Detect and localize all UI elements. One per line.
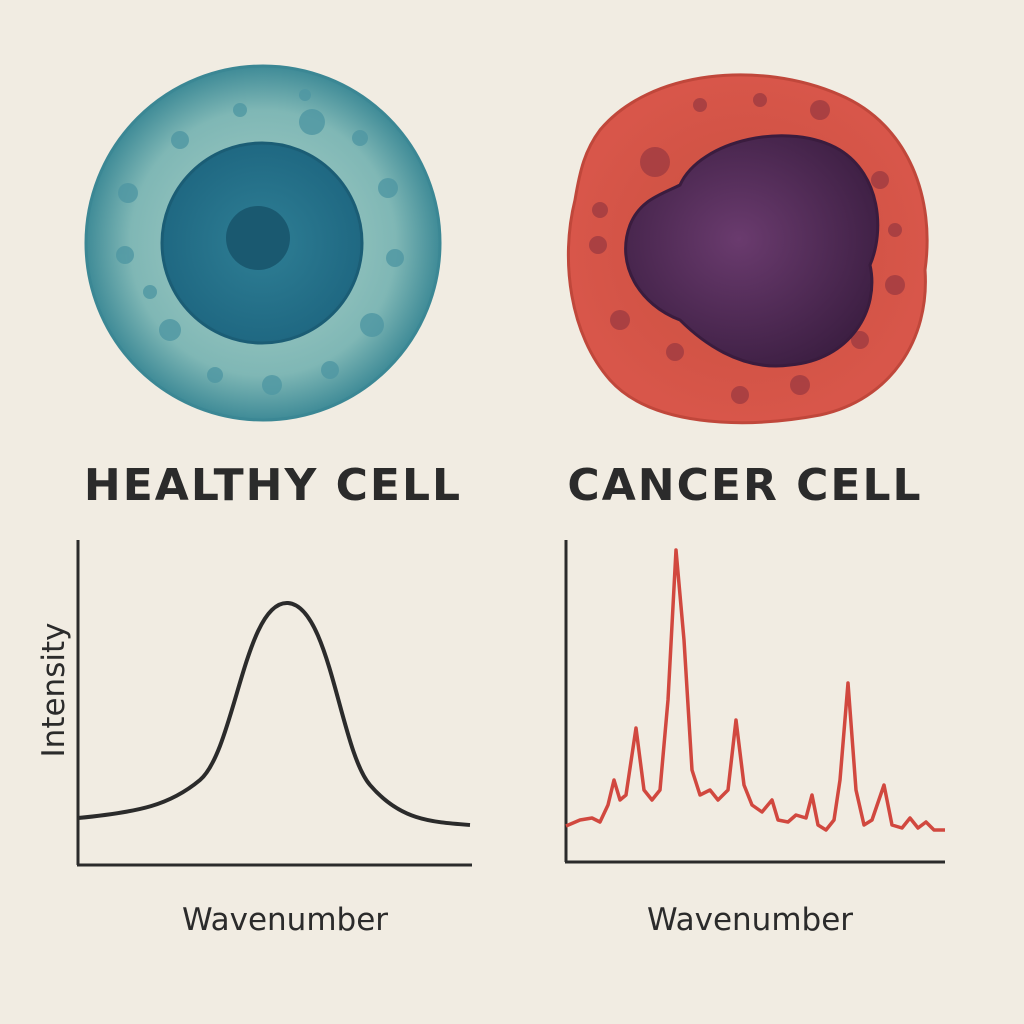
x-axis-label: Wavenumber bbox=[647, 902, 853, 938]
y-axis-label: Intensity bbox=[36, 623, 72, 758]
healthy-cell bbox=[84, 64, 442, 422]
panel-label: HEALTHY CELL bbox=[84, 460, 462, 511]
cancer-spectrum bbox=[564, 540, 945, 864]
x-axis-label: Wavenumber bbox=[182, 902, 388, 938]
cancer-cell bbox=[566, 73, 929, 425]
healthy-spectrum bbox=[76, 540, 472, 867]
panel-label: CANCER CELL bbox=[567, 460, 922, 511]
